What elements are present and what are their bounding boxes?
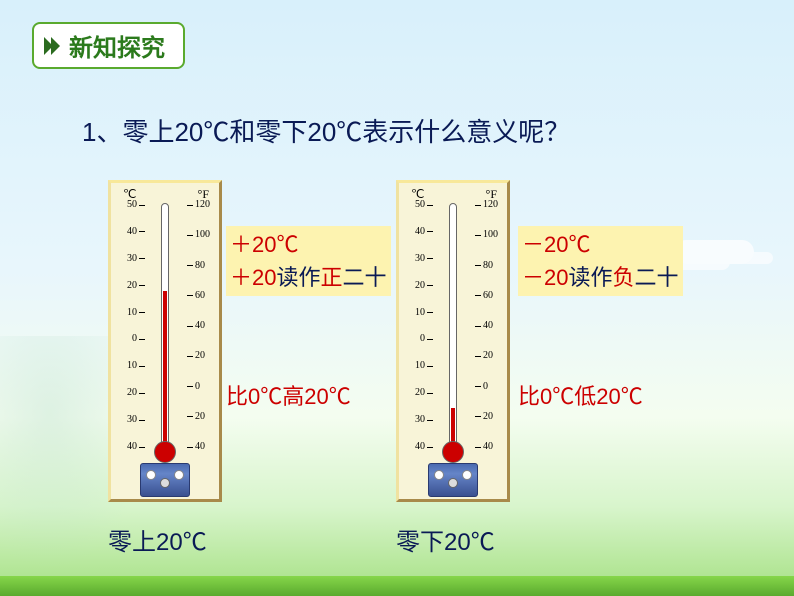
scale-tick: 80 (475, 261, 501, 271)
scale-tick: 10 (407, 308, 433, 318)
scale-tick: 0 (475, 382, 501, 392)
read-mid: 读作 (276, 265, 320, 290)
scale-tick: 40 (187, 321, 213, 331)
scale-tick: 0 (407, 334, 433, 344)
scale-tick: 50 (407, 200, 433, 210)
scale-tick: 20 (407, 388, 433, 398)
read-suffix: 二十 (635, 265, 679, 290)
caption-left: 零上20℃ (108, 522, 207, 557)
thermometer-bulb (442, 441, 464, 463)
read-prefix: －20 (522, 265, 568, 290)
scale-tick: 40 (187, 442, 213, 452)
annotation-left: ＋20℃ ＋20读作正二十 (226, 226, 391, 296)
scale-tick: 30 (119, 254, 145, 264)
scale-tick: 10 (119, 308, 145, 318)
caption-right: 零下20℃ (396, 522, 495, 557)
scale-tick: 40 (119, 442, 145, 452)
sign-box: ＋20℃ ＋20读作正二十 (226, 226, 391, 296)
scale-tick: 40 (119, 227, 145, 237)
thermometer-below-zero: ℃ °F 5040302010010203040 120100806040200… (396, 180, 510, 502)
scale-tick: 120 (187, 200, 213, 210)
scale-tick: 20 (475, 351, 501, 361)
question-text: 1、零上20℃和零下20℃表示什么意义呢？ (82, 112, 570, 149)
scale-tick: 0 (119, 334, 145, 344)
scale-tick: 40 (407, 442, 433, 452)
scale-tick: 10 (119, 361, 145, 371)
thermometer-above-zero: ℃ °F 5040302010010203040 120100806040200… (108, 180, 222, 502)
annotation-right: －20℃ －20读作负二十 (518, 226, 683, 296)
section-title: 新知探究 (69, 28, 165, 63)
section-header: 新知探究 (32, 22, 185, 69)
scale-tick: 20 (119, 388, 145, 398)
fahrenheit-scale: 1201008060402002040 (475, 205, 501, 447)
scale-tick: 120 (475, 200, 501, 210)
read-prefix: ＋20 (230, 265, 276, 290)
scale-tick: 20 (407, 281, 433, 291)
scale-tick: 40 (475, 321, 501, 331)
scale-tick: 40 (475, 442, 501, 452)
read-suffix: 二十 (343, 265, 387, 290)
scale-tick: 40 (407, 227, 433, 237)
scale-tick: 50 (119, 200, 145, 210)
scale-tick: 10 (407, 361, 433, 371)
thermometer-tube (449, 203, 457, 448)
scale-tick: 80 (187, 261, 213, 271)
read-val: 负 (613, 265, 635, 290)
scale-tick: 100 (187, 230, 213, 240)
scale-tick: 0 (187, 382, 213, 392)
read-val: 正 (321, 265, 343, 290)
scale-tick: 30 (407, 254, 433, 264)
celsius-scale: 5040302010010203040 (407, 205, 433, 447)
scale-tick: 30 (119, 415, 145, 425)
celsius-scale: 5040302010010203040 (119, 205, 145, 447)
thermometer-tube (161, 203, 169, 448)
compare-left: 比0℃高20℃ (226, 380, 351, 413)
scale-tick: 30 (407, 415, 433, 425)
background-clouds (674, 240, 754, 264)
thermometer-base (428, 463, 478, 497)
background-grass (0, 576, 794, 596)
read-mid: 读作 (568, 265, 612, 290)
fahrenheit-scale: 1201008060402002040 (187, 205, 213, 447)
mercury-column (163, 291, 167, 447)
thermometer-base (140, 463, 190, 497)
thermometer-bulb (154, 441, 176, 463)
sign-temp: －20℃ (522, 232, 590, 257)
scale-tick: 20 (119, 281, 145, 291)
sign-box: －20℃ －20读作负二十 (518, 226, 683, 296)
scale-tick: 20 (475, 412, 501, 422)
scale-tick: 60 (187, 291, 213, 301)
chevron-right-icon (51, 37, 60, 55)
scale-tick: 20 (187, 351, 213, 361)
compare-right: 比0℃低20℃ (518, 380, 643, 413)
sign-temp: ＋20℃ (230, 232, 298, 257)
scale-tick: 60 (475, 291, 501, 301)
scale-tick: 100 (475, 230, 501, 240)
scale-tick: 20 (187, 412, 213, 422)
